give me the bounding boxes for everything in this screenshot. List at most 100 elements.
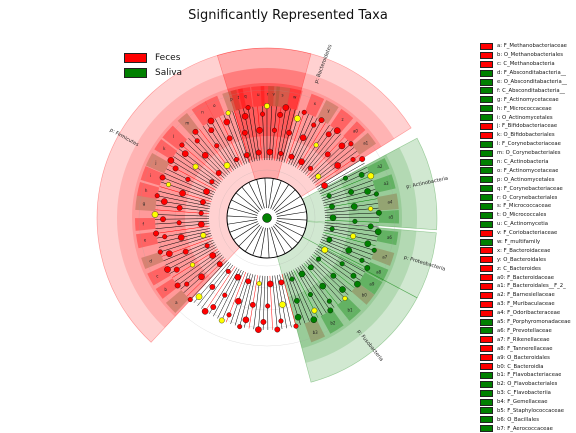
key-entry: s: F_Micrococcaceae <box>480 202 576 211</box>
taxon-node <box>328 308 333 313</box>
taxon-node <box>175 283 180 288</box>
taxon-node <box>272 128 277 133</box>
taxon-node <box>224 119 230 125</box>
taxon-node <box>188 297 193 302</box>
key-entry: t: O_Micrococcales <box>480 211 576 220</box>
taxon-node <box>242 130 247 135</box>
taxon-node <box>298 159 304 165</box>
key-label: f: C_Absconditabacteria__ <box>497 88 565 94</box>
key-label: a4: F_Odoribacteraceae <box>497 310 560 316</box>
key-entry: l: F_Corynebacteriaceae <box>480 140 576 149</box>
taxon-node <box>182 151 188 157</box>
taxon-node <box>368 224 373 229</box>
key-label: u: C_Actinomycetia <box>497 221 548 227</box>
family-box-label: j <box>154 160 156 165</box>
taxon-node <box>160 216 165 221</box>
taxon-node <box>256 127 262 133</box>
root-branch <box>268 228 270 258</box>
key-label: s: F_Micrococcaceae <box>497 203 551 209</box>
taxon-node <box>158 250 163 255</box>
key-label: n: C_Actinobacteria <box>497 159 549 165</box>
taxon-node <box>210 284 215 289</box>
key-swatch <box>480 114 493 121</box>
taxon-node <box>308 166 313 171</box>
taxon-node <box>178 234 184 240</box>
taxon-node <box>311 317 317 323</box>
key-swatch <box>480 399 493 406</box>
key-swatch <box>480 372 493 379</box>
taxon-node <box>224 162 230 168</box>
key-swatch <box>480 416 493 423</box>
taxon-node <box>255 327 261 333</box>
family-box-label: d <box>149 258 152 263</box>
key-swatch <box>480 230 493 237</box>
taxon-node <box>174 267 179 272</box>
family-box-label: a1 <box>363 140 368 145</box>
key-label: e: O_Absconditabacteria__ <box>497 79 567 85</box>
taxon-node <box>202 308 208 314</box>
taxon-node <box>214 143 219 148</box>
key-label: c: C_Methanobacteria <box>497 61 555 67</box>
key-swatch <box>480 167 493 174</box>
taxon-node <box>311 123 316 128</box>
taxon-node <box>346 247 352 253</box>
family-box-label: b1 <box>348 308 354 313</box>
taxon-node <box>257 281 262 286</box>
key-entry: b1: F_Flavobacteriaceae <box>480 371 576 380</box>
key-label: a8: F_Tannerellaceae <box>497 346 553 352</box>
key-entry: q: F_Corynebacteriaceae <box>480 184 576 193</box>
key-swatch <box>480 203 493 210</box>
key-label: j: F_Bifidobacteriaceae <box>497 123 557 129</box>
taxon-node <box>250 302 255 307</box>
taxon-node <box>195 139 200 144</box>
taxon-node <box>160 175 165 180</box>
taxon-node <box>180 143 185 148</box>
taxon-node <box>246 105 251 110</box>
family-box-label: m <box>185 120 189 125</box>
key-label: t: O_Micrococcales <box>497 212 546 218</box>
taxon-node <box>330 227 335 232</box>
taxon-node <box>321 183 327 189</box>
taxon-node <box>375 229 381 235</box>
family-box-label: a2 <box>377 164 382 169</box>
family-box-label: a3 <box>384 181 389 186</box>
family-box-label: a4 <box>387 200 392 205</box>
legend-entry: Saliva <box>124 65 182 80</box>
taxon-node <box>349 142 354 147</box>
key-label: b6: O_Bacillales <box>497 417 539 423</box>
key-swatch <box>480 185 493 192</box>
taxon-node <box>325 152 330 157</box>
taxon-node <box>350 233 355 238</box>
taxon-node <box>372 248 377 253</box>
family-box-label: g <box>143 201 146 206</box>
key-entry: y: O_Bacteroidales <box>480 255 576 264</box>
key-entry: u: C_Actinomycetia <box>480 220 576 229</box>
key-entry: b: O_Methanobacteriales <box>480 51 576 60</box>
taxon-node <box>235 274 241 280</box>
taxon-node <box>302 110 307 115</box>
taxon-node <box>351 273 356 278</box>
key-entry: f: C_Absconditabacteria__ <box>480 86 576 95</box>
taxon-node <box>217 261 222 266</box>
family-box-label: p <box>230 97 233 102</box>
taxon-node <box>198 274 204 280</box>
key-swatch <box>480 265 493 272</box>
root-branch <box>257 179 265 208</box>
key-label: b: O_Methanobacteriales <box>497 52 563 58</box>
taxon-node <box>227 313 232 318</box>
key-swatch <box>480 70 493 77</box>
taxon-node <box>235 298 241 304</box>
taxon-node <box>316 257 321 262</box>
key-swatch <box>480 239 493 246</box>
taxon-node <box>166 182 171 187</box>
taxon-node <box>343 176 348 181</box>
key-entry: e: O_Absconditabacteria__ <box>480 78 576 87</box>
key-label: k: O_Bifidobacteriales <box>497 132 555 138</box>
legend-swatch <box>124 53 147 63</box>
key-swatch <box>480 354 493 361</box>
key-swatch <box>480 105 493 112</box>
taxon-node <box>244 152 249 157</box>
taxon-node <box>364 188 370 194</box>
key-label: b5: F_Staphylococcaceae <box>497 408 564 414</box>
